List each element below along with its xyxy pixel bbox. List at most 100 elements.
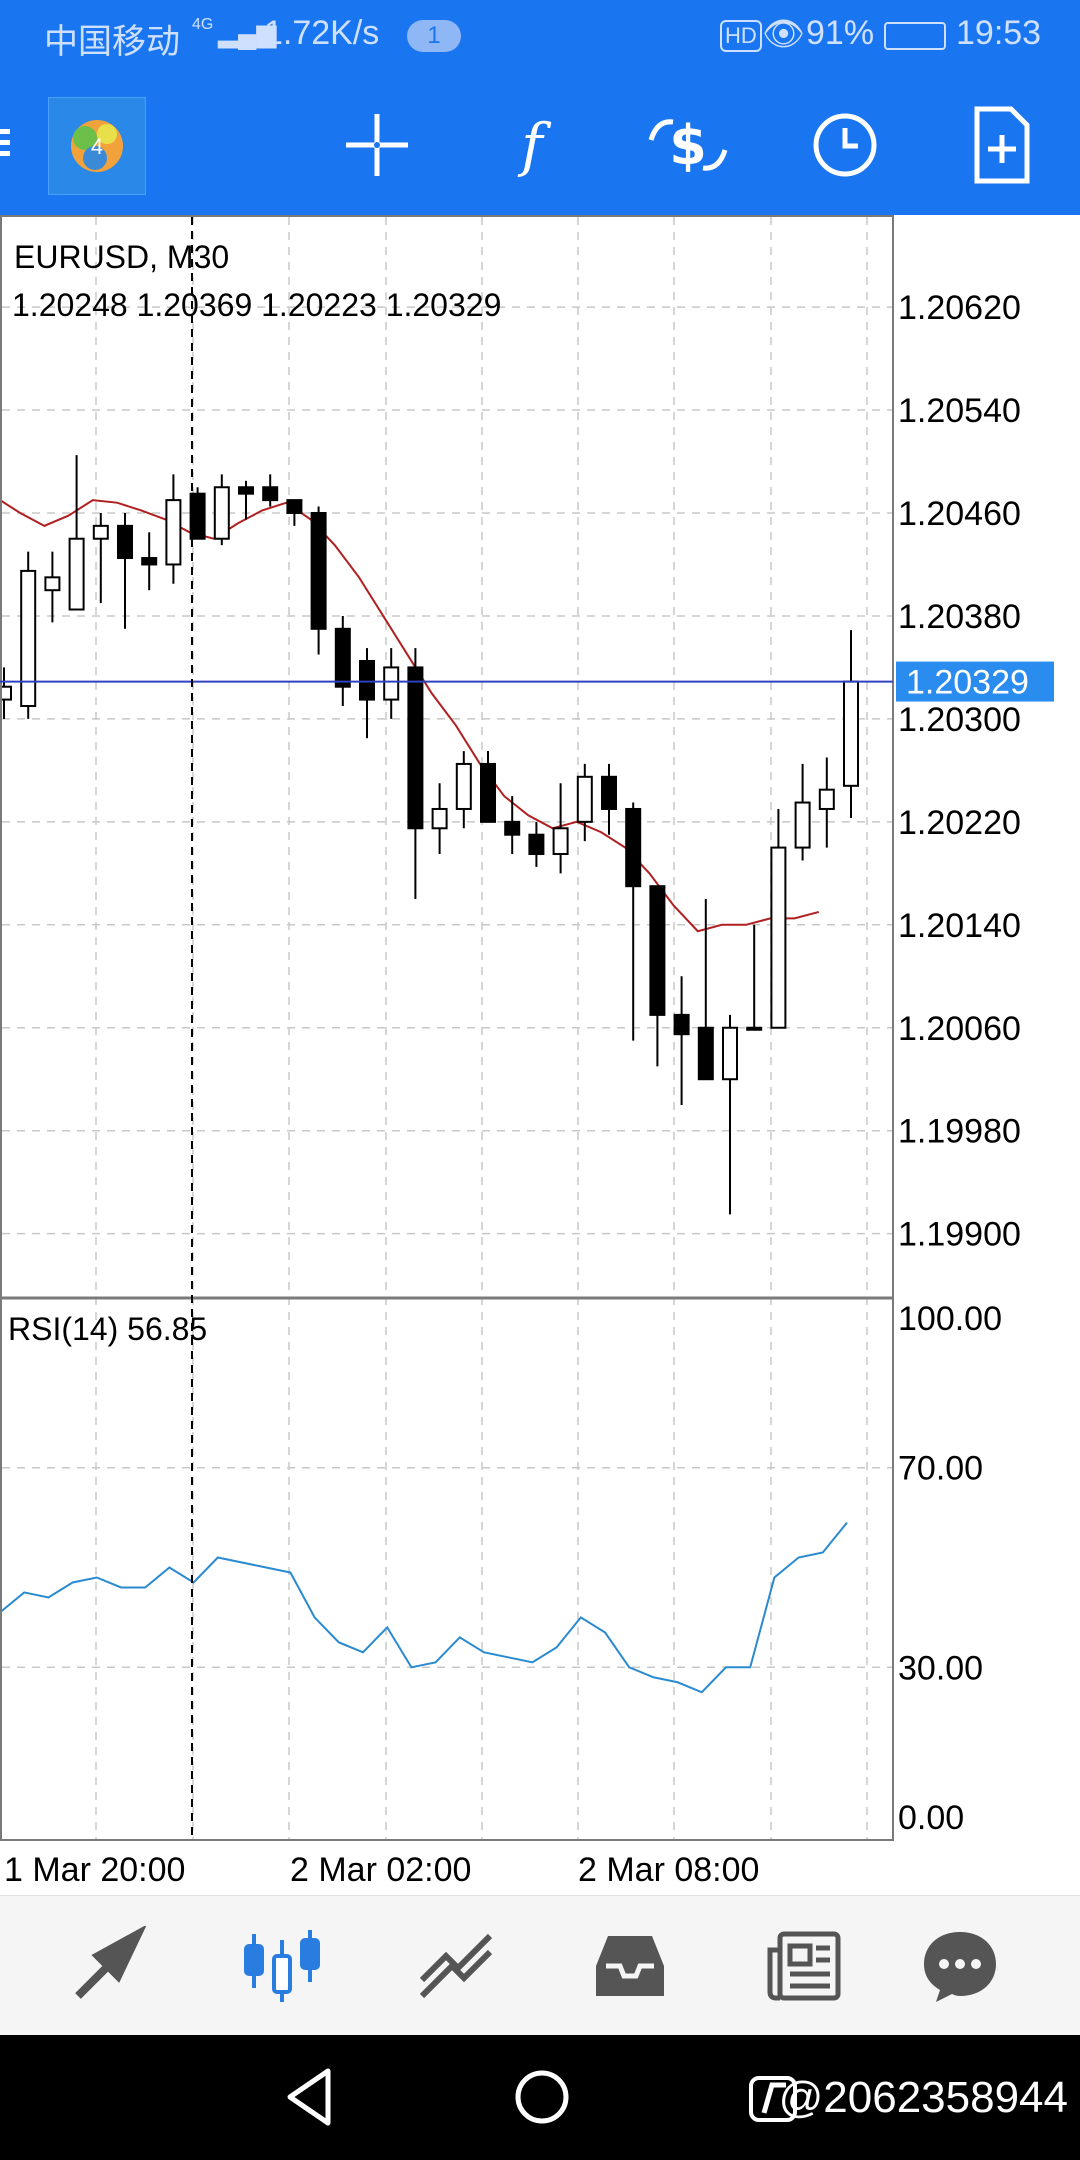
candle [383,648,400,719]
chart-border [0,215,894,1841]
price-tick-label: 1.20060 [898,1010,1021,1048]
timeframe-clock-icon[interactable] [795,95,895,195]
rsi-path [0,1521,848,1694]
candle-body [480,762,496,823]
candle [649,885,666,1067]
price-axis: 1.20620 1.20540 1.20460 1.20380 1.20300 1.202… [898,289,1021,1254]
battery-icon [884,22,946,50]
rsi-tick-label: 30.00 [898,1649,983,1687]
quotes-arrows-icon[interactable] [58,1916,158,2016]
candles-layer [0,455,859,1215]
price-tick-label: 1.19980 [898,1113,1021,1151]
time-axis: 1 Mar 20:00 2 Mar 02:00 2 Mar 08:00 [4,1851,759,1889]
candle [455,751,472,829]
ohlc-label: 1.20248 1.20369 1.20223 1.20329 [12,287,501,323]
candle-body [44,576,61,592]
price-tick-label: 1.20620 [898,289,1021,327]
carrier-label: 中国移动 [44,23,180,61]
candle [770,808,787,1029]
menu-icon[interactable] [0,95,80,223]
back-icon[interactable] [280,2065,340,2134]
candle-body [20,569,37,708]
candle-body [504,820,521,836]
bottom-navigation [0,1895,1080,2036]
candle-body [334,627,351,688]
candle-body [117,524,133,560]
candle [504,796,521,855]
candle-body [238,486,254,495]
candle [359,648,375,739]
price-chart[interactable]: 1.20329 EURUSD, M30 1.20248 1.20369 1.20… [0,215,1080,1895]
candle-body [407,666,424,830]
candle [528,821,545,867]
candle-body [359,659,375,701]
time-tick-label: 2 Mar 08:00 [578,1851,759,1889]
app-logo[interactable]: 4 [48,97,146,195]
watermark-logo-icon [748,2075,798,2128]
indicator-function-icon[interactable]: f [482,95,582,195]
candle [0,667,12,719]
candle-body [92,524,109,540]
price-tick-label: 1.20220 [898,804,1021,842]
candle [189,487,206,540]
candle-body [673,1013,690,1036]
candle [407,648,424,900]
candle-body [601,775,617,810]
price-tick-label: 1.20380 [898,598,1021,636]
candle [213,474,230,546]
candle-body [552,827,569,856]
rsi-tick-label: 0.00 [898,1799,964,1837]
candle [334,615,351,707]
home-icon[interactable] [512,2067,572,2132]
svg-text:f: f [517,111,552,179]
candle-body [0,685,12,701]
candle [673,976,690,1105]
candle [92,512,109,604]
candle-body [262,486,279,502]
candle-body [189,492,206,540]
candle-body [649,885,666,1016]
chart-candles-icon[interactable] [232,1916,332,2016]
candle-body [818,788,835,810]
chart-frame [0,215,894,1841]
candle-body [722,1026,738,1081]
candle-body [697,1026,714,1081]
candle [262,474,279,507]
candle [20,551,37,719]
svg-text:4: 4 [91,134,103,159]
new-document-icon[interactable] [952,95,1052,195]
candle [165,474,182,584]
candle [286,499,303,526]
history-tray-icon[interactable] [580,1916,680,2016]
moving-average-line [0,498,820,933]
candle [68,455,85,611]
signal-icon: ▂▄▆ [218,18,277,48]
candle-body [770,846,787,1029]
candle-body [455,762,472,810]
candle-body [165,499,182,566]
candle [431,783,448,855]
rsi-tick-label: 100.00 [898,1300,1002,1338]
candle [141,532,158,591]
candle-body [286,499,303,514]
eye-icon: 👁 [762,15,806,53]
candle [44,551,61,623]
candle-body [528,833,545,856]
candle [238,480,254,520]
crosshair-icon[interactable] [327,95,427,195]
clock-time: 19:53 [956,14,1042,52]
price-tick-label: 1.20540 [898,392,1021,430]
system-navigation-bar: @2062358944 [0,2035,1080,2160]
time-tick-label: 2 Mar 02:00 [290,1851,471,1889]
chart-area[interactable]: 1.20329 EURUSD, M30 1.20248 1.20369 1.20… [0,215,1080,1895]
rsi-tick-label: 70.00 [898,1450,983,1488]
trade-lines-icon[interactable] [406,1916,506,2016]
candle [843,630,859,818]
chat-icon[interactable] [910,1916,1010,2016]
price-tick-label: 1.20300 [898,701,1021,739]
news-icon[interactable] [754,1916,854,2016]
candle [746,924,763,1031]
time-tick-label: 1 Mar 20:00 [4,1851,185,1889]
candle-body [843,680,859,787]
trade-icon[interactable]: $ [638,95,738,195]
